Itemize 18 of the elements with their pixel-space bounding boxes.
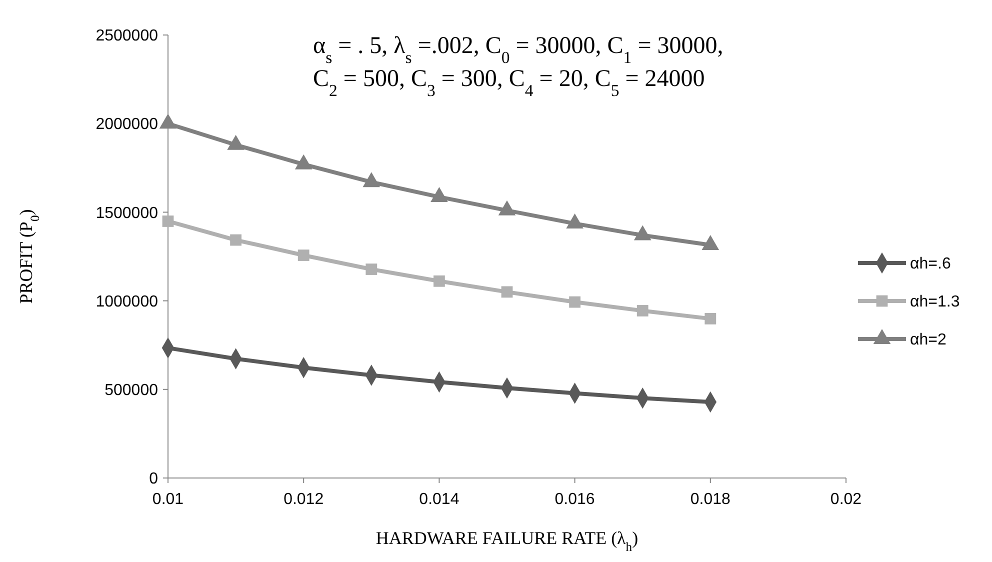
y-tick-label: 2000000 (96, 116, 158, 134)
legend-label: αh=2 (910, 332, 946, 349)
text: C$_{2}$ = 500, C$_{3}$ = 300, C$_{4}$ = 20, C$_{5}$ = 24000 (313, 66, 705, 100)
x-tick-label: 0.02 (830, 491, 862, 508)
x-tick-label: 0.016 (554, 491, 595, 508)
text: α$_{s}$ = . 5, λ$_{s}$ =.002, C$_{0}$ = 30000, C$_{1}$ = 30000, (313, 33, 724, 66)
y-tick-label: 1500000 (96, 204, 158, 222)
x-tick-label: 0.012 (284, 491, 324, 508)
y-tick-label: 0 (149, 470, 158, 488)
x-tick-label: 0.014 (419, 491, 460, 508)
x-tick-label: 0.01 (152, 491, 184, 508)
y-tick-label: 1000000 (96, 293, 158, 310)
legend-label: αh=1.3 (910, 294, 960, 311)
y-tick-label: 2500000 (96, 28, 158, 45)
x-tick-label: 0.018 (690, 491, 731, 508)
legend-label: αh=.6 (910, 256, 951, 273)
x-axis-title: HARDWARE FAILURE RATE (λ$_{h}$) (376, 528, 638, 554)
y-tick-label: 500000 (104, 382, 158, 399)
